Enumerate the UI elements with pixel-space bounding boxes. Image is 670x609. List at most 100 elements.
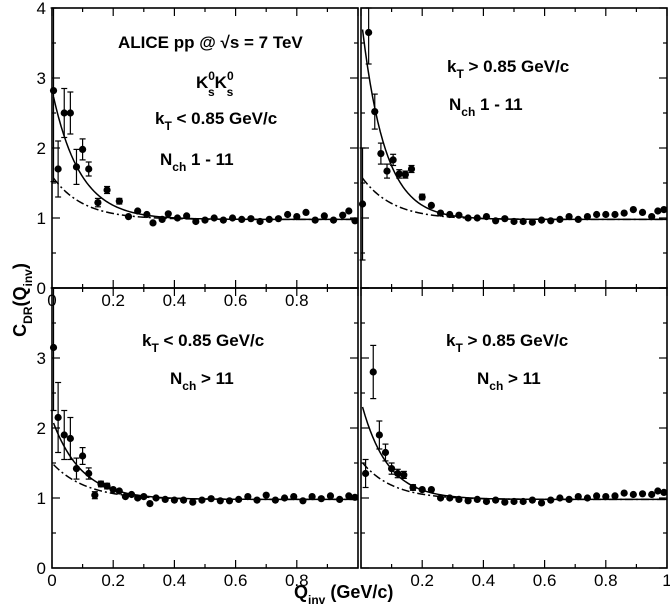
data-point: [49, 87, 58, 95]
data-point: [336, 495, 344, 503]
data-point: [351, 493, 359, 501]
data-point: [244, 493, 252, 501]
data-point: [574, 215, 582, 223]
panel-top-right: [358, 7, 668, 289]
y-tick-label: 4: [37, 0, 46, 18]
data-point: [219, 216, 227, 224]
data-point: [235, 495, 243, 503]
data-point: [97, 480, 105, 488]
data-point: [189, 498, 197, 506]
data-point: [54, 413, 62, 422]
data-point: [79, 452, 87, 460]
data-point: [482, 497, 491, 506]
data-point: [85, 469, 93, 478]
x-tick-label: 0.4: [163, 571, 187, 590]
data-point: [464, 214, 472, 222]
data-point: [207, 495, 215, 503]
data-point: [290, 493, 298, 501]
data-point: [593, 492, 601, 500]
data-point: [134, 207, 142, 215]
data-point: [436, 494, 445, 502]
data-point: [660, 206, 668, 214]
data-point: [311, 216, 319, 224]
data-point: [253, 496, 261, 504]
data-point: [351, 217, 359, 225]
x-axis-title: Qinv (GeV/c): [294, 582, 393, 607]
data-point: [339, 211, 347, 219]
data-point: [519, 217, 527, 226]
data-point: [262, 491, 270, 499]
data-point: [127, 490, 136, 499]
data-point: [388, 465, 396, 473]
data-point: [365, 28, 373, 37]
data-point: [302, 208, 310, 216]
x-tick-label: 0.4: [472, 571, 496, 590]
data-point: [602, 210, 610, 219]
data-point: [79, 145, 87, 153]
x-tick-label: 0.6: [533, 571, 557, 590]
panel-bottom-left: 0 1 2 3 0 0.2 0.4 0.6 0.8: [37, 287, 359, 590]
data-point: [103, 186, 111, 194]
data-point: [427, 201, 435, 209]
data-point: [109, 486, 117, 494]
data-point: [446, 210, 454, 219]
x-tick-label: 0.8: [285, 291, 309, 310]
data-point: [146, 500, 154, 508]
data-point: [121, 493, 130, 501]
data-point: [54, 165, 62, 173]
data-point: [537, 499, 546, 507]
data-point: [528, 218, 536, 226]
data-point: [427, 486, 435, 494]
data-point: [66, 109, 74, 117]
data-point: [377, 150, 385, 158]
x-tick-label: 0.2: [101, 291, 125, 310]
data-point: [648, 490, 656, 499]
data-point: [72, 163, 81, 171]
data-point: [611, 492, 619, 500]
data-point: [49, 343, 58, 352]
data-point: [161, 495, 169, 503]
y-tick-label: 2: [37, 419, 46, 438]
data-point: [418, 486, 426, 494]
data-point: [629, 206, 637, 214]
data-point: [446, 494, 454, 502]
data-point: [464, 497, 472, 505]
data-point: [409, 483, 417, 492]
data-point: [320, 212, 328, 220]
x-tick-label: 0.2: [410, 571, 434, 590]
data-point: [369, 368, 377, 376]
x-tick-label: 0.2: [101, 571, 125, 590]
panel-frame: [51, 287, 359, 569]
data-point: [228, 214, 237, 222]
data-point: [436, 209, 445, 217]
data-point: [654, 207, 662, 215]
data-point: [60, 109, 68, 117]
data-point: [134, 494, 142, 502]
fit-curve-solid: [52, 422, 358, 501]
data-point: [299, 497, 307, 505]
data-point: [638, 490, 647, 498]
data-point: [216, 497, 224, 505]
x-tick-label: 0: [47, 571, 56, 590]
data-point: [556, 215, 564, 223]
data-point: [593, 210, 601, 219]
data-point: [611, 210, 619, 219]
fit-curve-solid: [361, 406, 667, 501]
data-point: [265, 215, 273, 223]
nch-label-tr: Nch 1 - 11: [449, 95, 523, 119]
data-point: [629, 490, 637, 499]
data-point: [583, 494, 592, 502]
data-point: [418, 193, 426, 201]
data-point: [389, 156, 397, 164]
kt-label-tl: kT < 0.85 GeV/c: [155, 109, 277, 133]
data-point: [638, 208, 647, 216]
data-point: [371, 108, 379, 116]
data-point: [455, 211, 463, 219]
data-point: [183, 212, 191, 220]
data-point: [91, 491, 99, 499]
data-point: [648, 213, 656, 221]
experiment-label: ALICE pp @ √s = 7 TeV: [118, 33, 303, 52]
data-point: [565, 495, 573, 503]
x-tick-label: 0.6: [224, 571, 248, 590]
